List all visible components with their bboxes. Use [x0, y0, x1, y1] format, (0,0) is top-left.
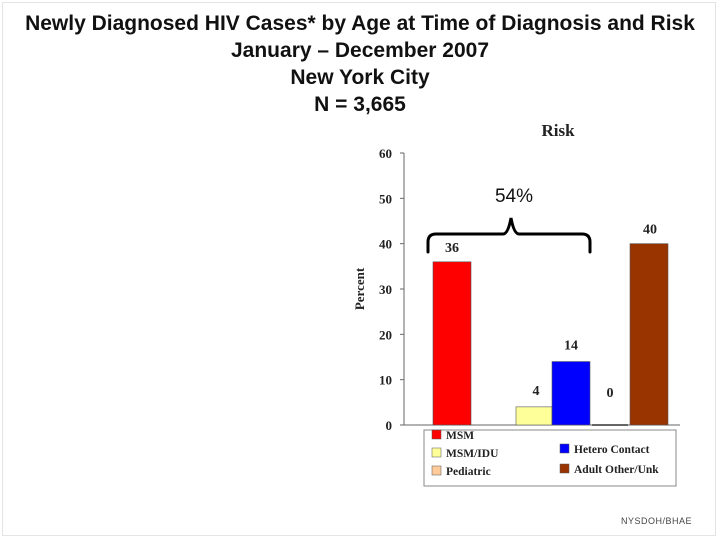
value-label: 0 [607, 386, 614, 401]
bar-adult-other-unk [629, 243, 669, 426]
legend-box [423, 429, 677, 487]
y-tick-label: 30 [379, 282, 392, 297]
y-tick-label: 10 [379, 373, 392, 388]
title-line-3: New York City [290, 66, 430, 89]
value-label: 36 [445, 241, 459, 256]
source-footer: NYSDOH/BHAE [620, 516, 692, 526]
annotation-brace [426, 217, 592, 254]
bar-msm-idu [515, 406, 553, 426]
legend-swatch [431, 465, 442, 476]
value-label: 40 [643, 223, 657, 238]
legend-label: Pediatric [446, 466, 491, 478]
title-line-2: January – December 2007 [231, 39, 489, 62]
bar-hetero-contact [551, 361, 591, 426]
legend-label: Hetero Contact [574, 444, 650, 456]
y-axis-label: Percent [352, 267, 367, 310]
y-tick-label: 40 [379, 237, 392, 252]
legend-swatch [431, 447, 442, 458]
legend-swatch [559, 463, 570, 474]
y-tick-label: 0 [386, 418, 393, 433]
legend-swatch [431, 429, 442, 440]
value-label: 4 [533, 384, 540, 399]
title-line-1: Newly Diagnosed HIV Cases* by Age at Tim… [25, 12, 695, 35]
title-line-4: N = 3,665 [314, 93, 406, 116]
y-tick-label: 60 [379, 146, 392, 161]
legend-label: MSM [446, 430, 474, 442]
y-tick-label: 20 [379, 327, 392, 342]
slide-title: Newly Diagnosed HIV Cases* by Age at Tim… [0, 10, 720, 118]
legend-swatch [559, 443, 570, 454]
chart-title: Risk [541, 121, 575, 140]
legend-label: MSM/IDU [446, 448, 499, 460]
legend-label: Adult Other/Unk [574, 464, 659, 476]
value-label: 14 [564, 339, 578, 354]
y-tick-label: 50 [379, 191, 392, 206]
bar-msm [432, 261, 472, 426]
annotation-text: 54% [495, 186, 533, 207]
